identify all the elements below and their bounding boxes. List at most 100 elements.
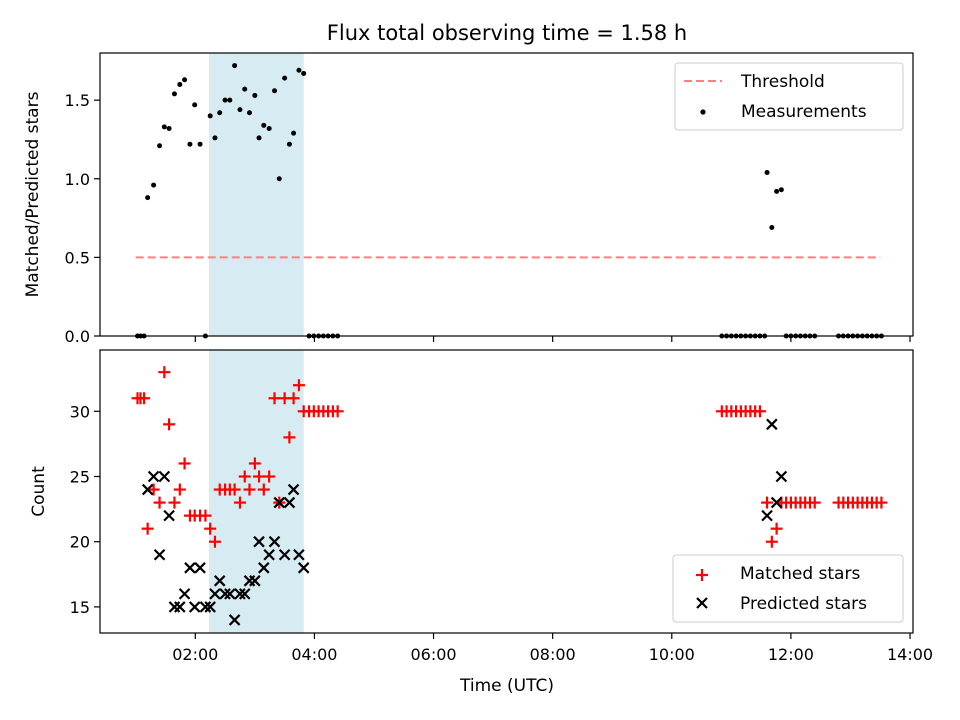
measurement-point [197, 141, 203, 147]
matched-star-point [153, 496, 166, 509]
predicted-star-point [153, 548, 166, 561]
matched-star-point [243, 483, 256, 496]
bottom-panel: 15 20 25 30 02:00 04:00 06:00 08:00 10:00 12:00 1… [29, 349, 933, 696]
top-legend: Threshold Measurements [674, 62, 904, 131]
matched-star-point [204, 522, 217, 535]
bottom-x-tick-label: 02:00 [172, 645, 218, 664]
measurement-point [157, 143, 163, 149]
bottom-y-ticks: 15 20 25 30 [70, 402, 100, 617]
predicted-star-point [775, 470, 788, 483]
matched-star-point [178, 457, 191, 470]
matched-star-point [268, 392, 281, 405]
bottom-x-tick-label: 06:00 [410, 645, 456, 664]
legend-predicted-label: Predicted stars [740, 594, 867, 614]
matched-star-point [199, 509, 212, 522]
matched-star-point [248, 457, 261, 470]
measurement-point [217, 110, 223, 116]
matched-star-point [238, 470, 251, 483]
measurement-point [266, 125, 272, 131]
predicted-star-point [204, 601, 216, 613]
matched-star-point [761, 496, 774, 509]
predicted-star-point [766, 418, 778, 431]
bottom-x-tick-label: 10:00 [649, 645, 695, 664]
measurement-point [222, 97, 228, 103]
measurement-point [774, 188, 780, 194]
top-x-ticks [194, 336, 911, 342]
top-y-axis-label: Matched/Predicted stars [23, 91, 43, 297]
measurement-point [182, 77, 188, 83]
measurement-point [171, 91, 177, 97]
bottom-x-ticks: 02:00 04:00 06:00 08:00 10:00 12:00 14:00 [172, 633, 933, 664]
top-y-tick-label: 1.5 [65, 91, 90, 110]
measurement-point [764, 169, 770, 175]
measurement-point [252, 92, 258, 98]
measurement-point [161, 124, 167, 130]
measurement-point [276, 176, 282, 182]
matched-star-point [147, 483, 160, 496]
measurement-point [242, 86, 248, 92]
predicted-star-point [283, 496, 296, 509]
top-y-tick-label: 1.0 [65, 170, 90, 189]
predicted-star-point [213, 575, 226, 587]
predicted-star-point [293, 548, 305, 561]
predicted-star-point [761, 509, 773, 522]
predicted-star-point [770, 496, 783, 509]
measurement-point [778, 187, 784, 193]
bottom-x-tick-label: 14:00 [887, 645, 933, 664]
legend-matched-swatch [696, 569, 708, 581]
predicted-star-point [209, 588, 221, 600]
matched-star-point [138, 392, 151, 405]
bottom-x-tick-label: 08:00 [530, 645, 576, 664]
matched-star-point [233, 496, 246, 509]
matched-star-point [283, 431, 296, 444]
legend-measurements-label: Measurements [741, 102, 867, 122]
matched-star-point [292, 379, 305, 392]
predicted-star-point [268, 535, 281, 548]
predicted-star-point [278, 548, 291, 561]
bottom-legend: Matched stars Predicted stars [672, 554, 904, 623]
matched-star-point [875, 496, 888, 509]
x-axis-label: Time (UTC) [459, 676, 554, 696]
predicted-star-point [178, 588, 191, 600]
matched-star-point [158, 366, 171, 379]
predicted-star-point [163, 509, 175, 522]
matched-star-point [287, 392, 300, 405]
measurement-point [261, 122, 267, 128]
measurement-point [232, 63, 238, 69]
predicted-star-point [147, 470, 160, 483]
matched-star-point [208, 535, 221, 548]
matched-star-point [331, 405, 344, 418]
predicted-star-point [174, 601, 186, 613]
matched-star-point [163, 418, 176, 431]
predicted-star-point [253, 535, 265, 548]
bottom-y-tick-label: 30 [70, 402, 90, 421]
measurement-point [207, 113, 213, 119]
bottom-y-tick-label: 15 [70, 598, 90, 617]
predicted-star-point [263, 548, 275, 561]
matched-star-point [263, 470, 276, 483]
predicted-star-point [228, 614, 241, 626]
measurement-point [212, 135, 218, 141]
matched-star-point [173, 483, 186, 496]
predicted-star-point [194, 562, 206, 574]
bottom-data-marks [131, 366, 888, 626]
matched-star-point [765, 535, 778, 548]
matched-star-point [257, 483, 270, 496]
predicted-star-point [219, 588, 231, 600]
measurement-point [272, 88, 278, 94]
matched-star-point [253, 470, 266, 483]
bottom-axes-frame [99, 349, 914, 634]
measurement-point [192, 102, 198, 108]
legend-measurements-swatch [700, 109, 706, 115]
measurement-point [177, 81, 183, 87]
measurement-point [301, 70, 307, 76]
predicted-star-point [188, 601, 201, 613]
measurement-point [151, 182, 157, 188]
measurement-point [769, 225, 775, 231]
measurement-point [296, 67, 302, 73]
measurement-point [246, 110, 252, 116]
predicted-star-point [258, 562, 270, 574]
predicted-star-point [199, 601, 212, 613]
measurement-point [166, 125, 172, 131]
